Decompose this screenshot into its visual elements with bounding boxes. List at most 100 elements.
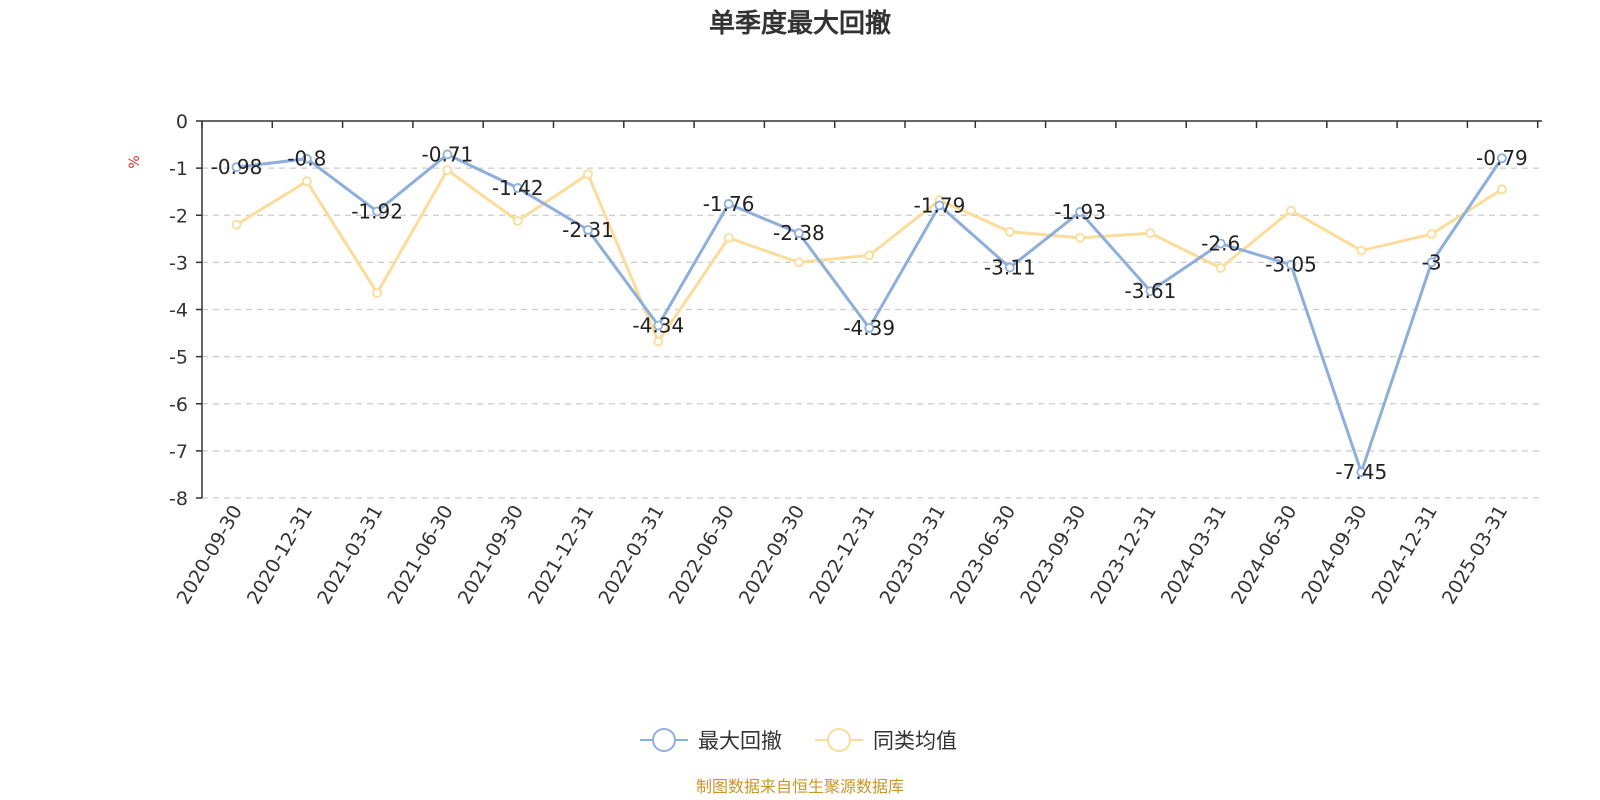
data-label: -1.42 — [492, 176, 544, 200]
data-point[interactable] — [301, 153, 312, 164]
y-tick-label: -7 — [169, 441, 188, 463]
data-point[interactable] — [794, 228, 804, 239]
y-tick-label: -8 — [169, 488, 188, 510]
series-lines — [231, 149, 1507, 477]
data-point[interactable] — [442, 149, 453, 160]
data-point[interactable] — [1497, 153, 1507, 164]
legend-label: 同类均值 — [873, 729, 957, 753]
data-label: -3.05 — [1265, 253, 1317, 277]
data-point[interactable] — [1145, 228, 1156, 239]
data-label: -0.71 — [422, 142, 474, 166]
y-tick-label: -2 — [169, 205, 188, 227]
x-tick-label: 2022-03-31 — [594, 502, 668, 609]
data-label: -4.39 — [843, 316, 895, 340]
data-point[interactable] — [231, 219, 242, 230]
x-tick-label: 2023-03-31 — [876, 502, 950, 609]
data-point[interactable] — [372, 288, 383, 298]
data-point[interactable] — [301, 176, 312, 187]
data-label: -4.34 — [632, 314, 684, 338]
data-label: -2.38 — [773, 221, 825, 245]
data-point[interactable] — [864, 250, 875, 261]
data-point[interactable] — [442, 165, 453, 175]
data-point[interactable] — [794, 257, 804, 268]
data-point[interactable] — [231, 162, 242, 173]
data-label: -2.6 — [1201, 232, 1240, 256]
series-line — [236, 152, 1504, 474]
data-label: -3.61 — [1125, 279, 1177, 303]
data-label: -7.45 — [1335, 460, 1387, 484]
x-tick-label: 2020-12-31 — [243, 502, 317, 609]
x-tick-label: 2024-09-30 — [1297, 502, 1371, 609]
legend-marker-icon — [827, 728, 851, 752]
data-label: -0.8 — [287, 147, 326, 171]
data-point[interactable] — [1356, 245, 1367, 256]
axes: 0-1-2-3-4-5-6-7-82020-09-302020-12-31202… — [169, 111, 1542, 608]
data-point[interactable] — [1286, 205, 1296, 216]
data-label: -3 — [1422, 250, 1442, 274]
x-tick-label: 2024-12-31 — [1368, 502, 1442, 609]
data-label: -1.92 — [351, 199, 403, 223]
data-point[interactable] — [1004, 262, 1015, 273]
legend[interactable]: 最大回撤 同类均值 — [640, 728, 957, 753]
data-point[interactable] — [512, 216, 523, 226]
data-label: -2.31 — [562, 218, 614, 242]
data-label: -1.76 — [703, 192, 755, 216]
data-point[interactable] — [1215, 238, 1226, 249]
data-point[interactable] — [653, 336, 664, 347]
chart-title: 单季度最大回撤 — [709, 8, 891, 39]
data-point[interactable] — [723, 232, 734, 243]
data-label: -0.79 — [1476, 146, 1528, 170]
data-label: -0.98 — [211, 155, 263, 179]
data-point[interactable] — [1426, 257, 1437, 268]
x-tick-label: 2024-03-31 — [1157, 502, 1231, 609]
x-tick-label: 2021-12-31 — [524, 502, 598, 609]
y-tick-label: -1 — [169, 158, 188, 180]
x-tick-label: 2021-09-30 — [454, 502, 528, 609]
legend-item[interactable]: 同类均值 — [815, 728, 957, 753]
data-point[interactable] — [1075, 232, 1085, 243]
data-label: -3.11 — [984, 256, 1036, 280]
data-point[interactable] — [864, 322, 875, 333]
data-point[interactable] — [372, 206, 383, 217]
x-tick-label: 2022-09-30 — [735, 502, 809, 609]
x-tick-label: 2025-03-31 — [1438, 502, 1512, 609]
data-point[interactable] — [583, 224, 593, 235]
data-point[interactable] — [1356, 467, 1367, 477]
data-point[interactable] — [1145, 286, 1156, 297]
x-tick-label: 2020-09-30 — [173, 502, 247, 609]
y-tick-label: -6 — [169, 394, 188, 416]
legend-marker-icon — [652, 728, 676, 752]
x-tick-label: 2023-06-30 — [946, 502, 1020, 609]
x-tick-label: 2022-12-31 — [805, 502, 879, 609]
data-point[interactable] — [1004, 226, 1015, 237]
y-axis-unit-label: % — [127, 155, 143, 168]
legend-item[interactable]: 最大回撤 — [640, 728, 782, 753]
data-point[interactable] — [1215, 263, 1226, 273]
data-point[interactable] — [1497, 184, 1507, 195]
data-point[interactable] — [653, 320, 664, 331]
data-point[interactable] — [934, 200, 945, 211]
x-tick-label: 2021-03-31 — [313, 502, 387, 609]
data-point[interactable] — [1075, 207, 1085, 217]
data-labels: -0.98 -0.8-1.92-0.71-1.42-2.31-4.34-1.76-… — [211, 142, 1528, 484]
y-tick-label: -3 — [169, 252, 188, 274]
x-tick-label: 2021-06-30 — [383, 502, 457, 609]
grid-lines — [202, 167, 1542, 499]
x-tick-label: 2024-06-30 — [1227, 502, 1301, 609]
data-point[interactable] — [583, 169, 593, 180]
data-label: -1.79 — [914, 193, 966, 217]
x-tick-label: 2023-09-30 — [1016, 502, 1090, 609]
data-point[interactable] — [512, 183, 523, 193]
data-point[interactable] — [723, 199, 734, 209]
y-tick-label: -4 — [169, 300, 188, 322]
x-tick-label: 2022-06-30 — [665, 502, 739, 609]
y-tick-label: -5 — [169, 347, 188, 369]
legend-label: 最大回撤 — [698, 729, 782, 753]
data-point[interactable] — [1426, 229, 1437, 240]
data-point[interactable] — [1286, 259, 1296, 270]
source-note: 制图数据来自恒生聚源数据库 — [696, 777, 904, 796]
data-label: -1.93 — [1054, 200, 1106, 224]
y-tick-label: 0 — [176, 111, 188, 133]
